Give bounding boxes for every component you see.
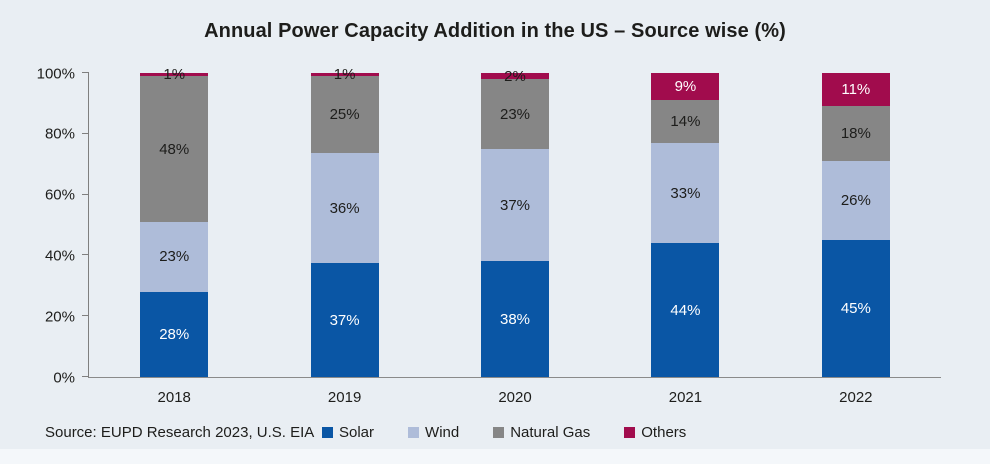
segment-label-wind-2018: 23% — [159, 248, 190, 266]
segment-label-solar-2020: 38% — [500, 310, 531, 328]
segment-natural-gas-2018: 48% — [140, 76, 209, 222]
segment-label-solar-2019: 37% — [329, 311, 360, 329]
segment-wind-2018: 23% — [140, 221, 209, 292]
segment-label-others-2019: 1% — [333, 66, 356, 84]
x-axis-label-2019: 2019 — [327, 389, 362, 406]
bar-stack-2020: 38% 37% 23% 2% — [481, 69, 550, 377]
segment-solar-2022: 45% — [821, 240, 890, 377]
segment-wind-2019: 36% — [310, 152, 379, 264]
legend-swatch-natural-gas — [493, 427, 505, 438]
plot-area: 0% 20% 40% 60% 80% 100% 28% 23% 48% 1% 2018 37% 36% 2… — [37, 66, 941, 406]
segment-label-wind-2019: 36% — [329, 199, 360, 217]
legend-item-wind: Wind — [408, 424, 459, 441]
y-axis-label-20: 20% — [44, 308, 75, 326]
segment-wind-2021: 33% — [651, 142, 720, 244]
legend-item-solar: Solar — [322, 424, 374, 441]
segment-label-wind-2022: 26% — [840, 192, 871, 210]
y-axis-tick-100 — [82, 72, 89, 73]
segment-others-2019: 1% — [310, 67, 379, 82]
y-axis-label-100: 100% — [36, 65, 75, 82]
segment-label-others-2021: 9% — [674, 78, 697, 96]
bar-stack-2022: 45% 26% 18% 11% — [821, 73, 890, 377]
segment-solar-2021: 44% — [651, 243, 720, 377]
segment-solar-2020: 38% — [481, 261, 550, 377]
y-axis-tick-20 — [82, 315, 89, 317]
legend-label-solar: Solar — [339, 424, 375, 441]
footer-strip — [0, 449, 990, 464]
bottom-row: Source: EUPD Research 2023, U.S. EIA Sol… — [0, 424, 990, 444]
y-axis-label-80: 80% — [44, 125, 75, 143]
segment-label-wind-2020: 37% — [500, 196, 531, 214]
segment-label-solar-2021: 44% — [670, 301, 701, 319]
segment-wind-2020: 37% — [481, 149, 550, 262]
bar-column-2018: 28% 23% 48% 1% 2018 — [89, 67, 259, 406]
segment-label-natural-gas-2019: 25% — [329, 105, 360, 123]
segment-label-natural-gas-2018: 48% — [159, 140, 190, 158]
bar-column-2019: 37% 36% 25% 1% 2019 — [259, 67, 429, 406]
y-axis-tick-80 — [82, 132, 89, 134]
segment-others-2022: 11% — [821, 73, 890, 107]
chart-title: Annual Power Capacity Addition in the US… — [204, 20, 786, 42]
x-axis-label-2021: 2021 — [668, 389, 703, 406]
segment-wind-2022: 26% — [821, 161, 890, 241]
legend-label-others: Others — [641, 424, 687, 441]
x-axis-label-2020: 2020 — [498, 389, 532, 406]
legend-item-natural-gas: Natural Gas — [493, 424, 590, 441]
legend-swatch-solar — [322, 427, 333, 438]
segment-natural-gas-2022: 18% — [821, 106, 890, 162]
source-note: Source: EUPD Research 2023, U.S. EIA — [45, 424, 315, 441]
legend-swatch-wind — [408, 427, 420, 438]
segment-others-2018: 1% — [140, 67, 209, 82]
y-axis-label-60: 60% — [44, 186, 75, 204]
bar-column-2020: 38% 37% 23% 2% 2020 — [430, 69, 600, 406]
segment-label-others-2018: 1% — [163, 66, 186, 84]
segment-label-natural-gas-2021: 14% — [670, 113, 701, 131]
segment-natural-gas-2019: 25% — [310, 76, 379, 153]
bar-stack-2018: 28% 23% 48% 1% — [140, 67, 209, 377]
bar-stack-2019: 37% 36% 25% 1% — [310, 67, 379, 377]
segment-label-solar-2022: 45% — [840, 300, 871, 318]
bar-column-2021: 44% 33% 14% 9% 2021 — [600, 73, 770, 406]
segment-solar-2019: 37% — [310, 263, 379, 377]
y-axis-label-40: 40% — [44, 247, 75, 265]
segment-label-natural-gas-2020: 23% — [500, 105, 531, 123]
segment-label-natural-gas-2022: 18% — [840, 125, 871, 143]
legend-item-others: Others — [624, 424, 686, 441]
y-axis-tick-60 — [82, 193, 89, 195]
legend: Solar Wind Natural Gas Others — [322, 424, 686, 441]
x-axis-label-2018: 2018 — [157, 389, 191, 406]
segment-label-solar-2018: 28% — [159, 325, 190, 343]
segment-others-2021: 9% — [651, 73, 720, 101]
segment-label-others-2022: 11% — [841, 81, 871, 99]
legend-swatch-others — [624, 427, 636, 438]
segment-others-2020: 2% — [481, 69, 550, 84]
segment-label-others-2020: 2% — [504, 67, 526, 85]
y-axis-tick-0 — [82, 376, 89, 377]
segment-natural-gas-2020: 23% — [481, 79, 550, 150]
segment-solar-2018: 28% — [140, 291, 209, 377]
legend-label-natural-gas: Natural Gas — [510, 424, 591, 441]
legend-label-wind: Wind — [425, 424, 460, 441]
segment-natural-gas-2021: 14% — [651, 100, 720, 143]
y-axis-tick-40 — [82, 254, 89, 256]
bar-stack-2021: 44% 33% 14% 9% — [651, 73, 720, 377]
x-axis-label-2022: 2022 — [839, 389, 873, 406]
bar-column-2022: 45% 26% 18% 11% 2022 — [771, 73, 941, 406]
y-axis-label-0: 0% — [53, 369, 75, 386]
segment-label-wind-2021: 33% — [670, 184, 701, 202]
